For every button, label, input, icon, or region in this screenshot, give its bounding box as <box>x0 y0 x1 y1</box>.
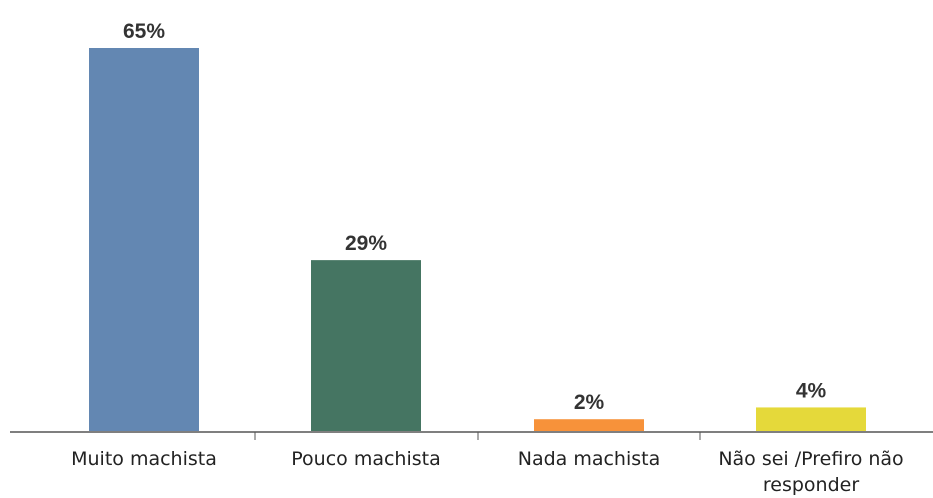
data-label: 65% <box>123 20 165 43</box>
x-tick-label: Nada machista <box>517 448 661 470</box>
bar <box>311 260 421 431</box>
x-tick-label: Pouco machista <box>291 448 441 470</box>
data-label: 29% <box>345 232 387 255</box>
data-label: 4% <box>796 379 827 402</box>
x-tick-label: Não sei /Prefiro não responder <box>718 448 904 496</box>
bar <box>756 407 866 431</box>
bar <box>534 419 644 431</box>
x-tick-label: Muito machista <box>71 448 217 470</box>
bar <box>89 48 199 431</box>
data-label: 2% <box>574 391 605 414</box>
